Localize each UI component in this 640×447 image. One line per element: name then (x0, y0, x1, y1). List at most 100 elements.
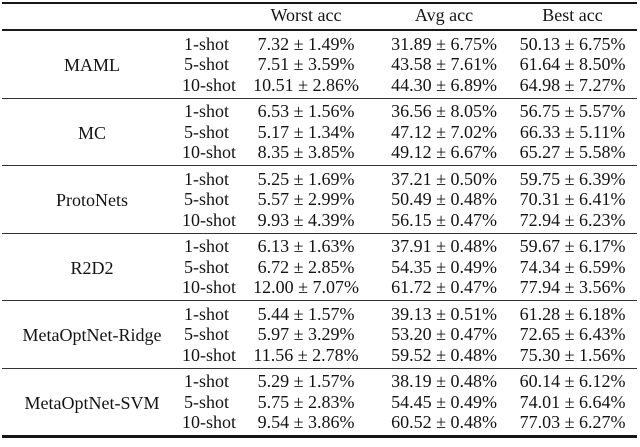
avg-acc-cell: 37.91 ± 0.48% (380, 232, 508, 257)
method-cell: MetaOptNet-SVM (2, 367, 182, 437)
best-acc-cell: 66.33 ± 5.11% (519, 121, 626, 142)
method-cell: MAML (63, 55, 120, 76)
shot-cell: 5-shot (184, 189, 229, 209)
section-maml: MAML 1-shot 7.32 ± 1.49% 31.89 ± 6.75% 5… (2, 30, 637, 98)
best-acc-cell: 65.27 ± 5.58% (519, 142, 626, 162)
avg-acc-cell: 43.58 ± 7.61% (391, 54, 497, 74)
method-cell: MC (2, 97, 182, 166)
avg-acc-cell: 53.20 ± 0.47% (391, 324, 497, 344)
table-row: 10-shot 11.56 ± 2.78% 59.52 ± 0.48% 75.3… (2, 345, 637, 369)
column-header-best-acc: Best acc (508, 3, 637, 31)
table-header: Worst acc Avg acc Best acc (2, 3, 637, 31)
table-row: 10-shot 10.51 ± 2.86% 44.30 ± 6.89% 64.9… (2, 75, 637, 99)
shot-cell: 1-shot (182, 165, 232, 189)
best-acc-cell: 56.75 ± 5.57% (508, 97, 637, 122)
table-row: 5-shot 7.51 ± 3.59% 43.58 ± 7.61% 61.64 … (2, 54, 637, 75)
table-row: 5-shot 5.17 ± 1.34% 47.12 ± 7.02% 66.33 … (2, 122, 637, 143)
avg-acc-cell: 54.45 ± 0.49% (391, 391, 497, 412)
worst-acc-cell: 5.17 ± 1.34% (257, 121, 355, 142)
best-acc-cell: 72.65 ± 6.43% (519, 324, 626, 344)
avg-acc-cell: 50.49 ± 0.48% (391, 189, 497, 209)
shot-cell: 1-shot (182, 367, 232, 392)
best-acc-cell: 70.31 ± 6.41% (519, 189, 626, 209)
shot-cell: 10-shot (182, 412, 236, 432)
shot-cell: 10-shot (182, 74, 236, 95)
worst-acc-cell: 6.13 ± 1.63% (232, 232, 380, 257)
table-row: 5-shot 5.97 ± 3.29% 53.20 ± 0.47% 72.65 … (2, 324, 637, 345)
best-acc-cell: 74.01 ± 6.64% (519, 391, 626, 412)
avg-acc-cell: 31.89 ± 6.75% (391, 33, 497, 54)
worst-acc-cell: 10.51 ± 2.86% (253, 74, 359, 95)
section-mc: MC 1-shot 6.53 ± 1.56% 36.56 ± 8.05% 56.… (2, 97, 637, 166)
worst-acc-cell: 7.32 ± 1.49% (257, 33, 355, 54)
shot-cell: 5-shot (184, 54, 229, 74)
worst-acc-cell: 8.35 ± 3.85% (257, 142, 355, 162)
section-r2d2: R2D2 1-shot 6.13 ± 1.63% 37.91 ± 0.48% 5… (2, 232, 637, 301)
best-acc-cell: 50.13 ± 6.75% (519, 33, 626, 54)
method-cell: ProtoNets (2, 165, 182, 233)
best-acc-cell: 59.75 ± 6.39% (508, 165, 637, 189)
table-row: MetaOptNet-SVM 1-shot 5.29 ± 1.57% 38.19… (2, 367, 637, 437)
best-acc-cell: 74.34 ± 6.59% (519, 256, 626, 277)
shot-cell: 5-shot (184, 256, 229, 277)
avg-acc-cell: 36.56 ± 8.05% (380, 97, 508, 122)
worst-acc-cell: 9.54 ± 3.86% (257, 412, 355, 432)
worst-acc-cell: 7.51 ± 3.59% (257, 54, 355, 74)
section-metaoptnet-ridge: MetaOptNet-Ridge 1-shot 5.44 ± 1.57% 39.… (2, 300, 637, 369)
table-row: ProtoNets 1-shot 5.25 ± 1.69% 37.21 ± 0.… (2, 165, 637, 233)
shot-cell: 5-shot (184, 391, 229, 412)
best-acc-cell: 60.14 ± 6.12% (508, 367, 637, 392)
table-row: 5-shot 5.75 ± 2.83% 54.45 ± 0.49% 74.01 … (2, 392, 637, 413)
table-row: 10-shot 9.93 ± 4.39% 56.15 ± 0.47% 72.94… (2, 210, 637, 234)
table-row: MAML 1-shot 7.32 ± 1.49% 31.89 ± 6.75% 5… (2, 30, 637, 76)
best-acc-cell: 64.98 ± 7.27% (519, 74, 626, 95)
method-cell: R2D2 (2, 232, 182, 301)
avg-acc-cell: 44.30 ± 6.89% (391, 74, 497, 95)
worst-acc-cell: 6.72 ± 2.85% (257, 256, 355, 277)
table-row: 5-shot 5.57 ± 2.99% 50.49 ± 0.48% 70.31 … (2, 189, 637, 210)
avg-acc-cell: 39.13 ± 0.51% (380, 300, 508, 324)
worst-acc-cell: 5.57 ± 2.99% (257, 189, 355, 209)
table-row: 10-shot 8.35 ± 3.85% 49.12 ± 6.67% 65.27… (2, 142, 637, 166)
avg-acc-cell: 56.15 ± 0.47% (391, 209, 497, 230)
column-header-worst-acc: Worst acc (232, 3, 380, 31)
table-row: R2D2 1-shot 6.13 ± 1.63% 37.91 ± 0.48% 5… (2, 232, 637, 301)
avg-acc-cell: 49.12 ± 6.67% (391, 142, 497, 162)
section-metaoptnet-svm: MetaOptNet-SVM 1-shot 5.29 ± 1.57% 38.19… (2, 367, 637, 437)
table-row: 10-shot 12.00 ± 7.07% 61.72 ± 0.47% 77.9… (2, 277, 637, 301)
shot-cell: 5-shot (184, 324, 229, 344)
table-row: 10-shot 9.54 ± 3.86% 60.52 ± 0.48% 77.03… (2, 412, 637, 437)
method-cell: MetaOptNet-Ridge (2, 300, 182, 368)
shot-cell: 1-shot (182, 300, 232, 324)
shot-cell: 1-shot (182, 232, 232, 257)
worst-acc-cell: 12.00 ± 7.07% (253, 277, 359, 297)
worst-acc-cell: 5.25 ± 1.69% (232, 165, 380, 189)
shot-cell: 10-shot (182, 209, 236, 230)
section-protonets: ProtoNets 1-shot 5.25 ± 1.69% 37.21 ± 0.… (2, 165, 637, 234)
shot-cell: 1-shot (184, 33, 229, 54)
avg-acc-cell: 38.19 ± 0.48% (380, 367, 508, 392)
worst-acc-cell: 5.75 ± 2.83% (257, 391, 355, 412)
shot-cell: 10-shot (182, 344, 236, 365)
worst-acc-cell: 5.44 ± 1.57% (232, 300, 380, 324)
best-acc-cell: 75.30 ± 1.56% (519, 344, 626, 365)
column-header-shot-empty (182, 3, 232, 31)
shot-cell: 5-shot (184, 121, 229, 142)
worst-acc-cell: 6.53 ± 1.56% (232, 97, 380, 122)
shot-cell: 10-shot (182, 277, 236, 297)
best-acc-cell: 61.28 ± 6.18% (508, 300, 637, 324)
best-acc-cell: 72.94 ± 6.23% (519, 209, 626, 230)
column-header-avg-acc: Avg acc (380, 3, 508, 31)
best-acc-cell: 59.67 ± 6.17% (508, 232, 637, 257)
best-acc-cell: 77.03 ± 6.27% (519, 412, 626, 432)
avg-acc-cell: 54.35 ± 0.49% (391, 256, 497, 277)
worst-acc-cell: 5.97 ± 3.29% (257, 324, 355, 344)
table-row: 5-shot 6.72 ± 2.85% 54.35 ± 0.49% 74.34 … (2, 257, 637, 278)
shot-cell: 1-shot (182, 97, 232, 122)
results-table: Worst acc Avg acc Best acc MAML 1-shot 7… (2, 2, 637, 438)
best-acc-cell: 61.64 ± 8.50% (519, 54, 626, 74)
table-row: MC 1-shot 6.53 ± 1.56% 36.56 ± 8.05% 56.… (2, 97, 637, 166)
avg-acc-cell: 61.72 ± 0.47% (391, 277, 497, 297)
column-header-method-empty (2, 3, 182, 31)
